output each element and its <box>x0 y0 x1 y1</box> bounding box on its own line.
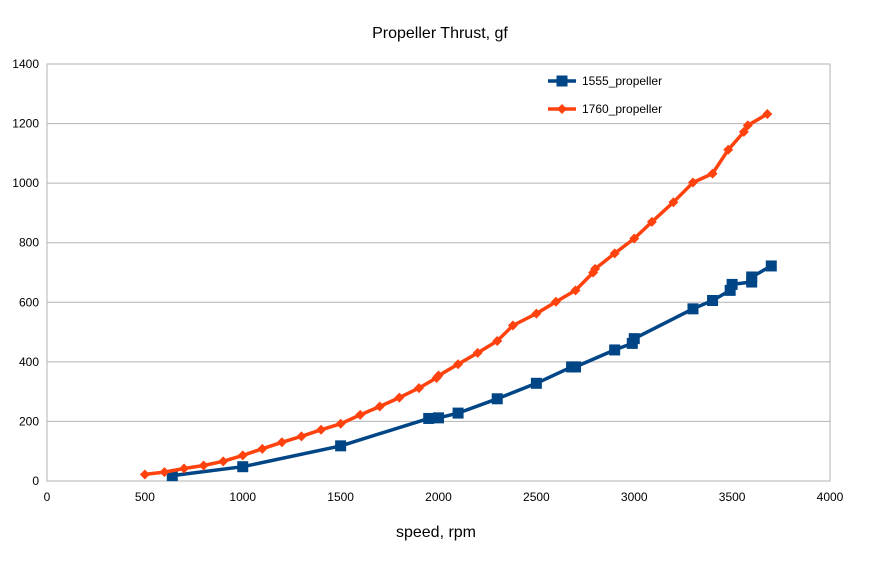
data-point <box>159 467 170 478</box>
data-point <box>492 336 503 347</box>
legend-label: 1760_propeller <box>582 102 662 116</box>
legend-marker <box>557 104 567 114</box>
data-point <box>237 450 248 461</box>
legend-item: 1555_propeller <box>548 74 662 88</box>
x-tick-label: 500 <box>135 490 155 504</box>
x-tick-label: 2500 <box>523 490 550 504</box>
y-tick-label: 800 <box>19 236 39 250</box>
data-point <box>453 359 464 370</box>
series-layer <box>139 109 777 482</box>
x-tick-label: 0 <box>44 490 51 504</box>
x-tick-label: 1500 <box>327 490 354 504</box>
x-tick-label: 3000 <box>621 490 648 504</box>
data-point <box>139 469 150 480</box>
data-point <box>374 401 385 412</box>
data-point <box>707 294 719 306</box>
data-point <box>762 109 773 120</box>
y-tick-label: 1400 <box>12 57 39 71</box>
x-tick-label: 4000 <box>817 490 844 504</box>
data-point <box>590 263 601 274</box>
data-point <box>198 460 209 471</box>
data-point <box>237 461 249 473</box>
data-point <box>394 392 405 403</box>
y-tick-label: 1200 <box>12 117 39 131</box>
series-line <box>144 112 769 477</box>
data-point <box>507 320 518 331</box>
data-point <box>452 407 464 419</box>
data-point <box>433 412 444 424</box>
data-point <box>550 296 561 307</box>
data-point <box>257 443 268 454</box>
plot-area-border <box>46 63 831 482</box>
x-tick-label: 2000 <box>425 490 452 504</box>
data-point <box>472 347 483 358</box>
data-point <box>296 431 307 442</box>
x-axis-tick-labels: 0 500 1000 1500 2000 2500 3000 3500 4000 <box>44 490 844 504</box>
legend: 1555_propeller 1760_propeller <box>548 74 662 116</box>
x-axis-label: speed, rpm <box>396 524 476 541</box>
data-point <box>179 463 190 474</box>
data-point <box>668 197 679 208</box>
data-point <box>628 333 640 345</box>
data-point <box>687 177 698 188</box>
data-point <box>570 285 581 296</box>
data-point <box>707 168 718 179</box>
y-tick-label: 400 <box>19 355 39 369</box>
data-point <box>423 412 435 424</box>
data-point <box>316 424 327 435</box>
data-point <box>724 284 736 296</box>
data-point <box>646 216 657 227</box>
data-point <box>742 120 753 131</box>
x-tick-label: 3500 <box>719 490 746 504</box>
series-1760_propeller <box>139 109 773 480</box>
series-1555_propeller <box>166 260 777 482</box>
data-point <box>413 383 424 394</box>
y-tick-label: 1000 <box>12 176 39 190</box>
y-tick-label: 200 <box>19 414 39 428</box>
data-point <box>609 344 621 356</box>
data-point <box>609 248 620 259</box>
data-point <box>738 126 749 137</box>
x-tick-label: 1000 <box>229 490 256 504</box>
legend-item: 1760_propeller <box>548 102 662 116</box>
data-point <box>335 418 346 429</box>
data-point <box>355 409 366 420</box>
chart-title: Propeller Thrust, gf <box>372 25 508 42</box>
y-tick-label: 600 <box>19 295 39 309</box>
data-point <box>746 271 758 283</box>
y-tick-label: 0 <box>32 474 39 488</box>
grid-lines <box>47 123 830 422</box>
data-point <box>531 308 542 319</box>
data-point <box>218 456 229 467</box>
legend-marker <box>556 75 568 87</box>
data-point <box>765 260 777 272</box>
data-point <box>491 393 503 405</box>
data-point <box>723 144 734 155</box>
data-point <box>726 278 738 290</box>
data-point <box>570 361 582 373</box>
data-point <box>687 303 699 315</box>
data-point <box>433 370 444 381</box>
data-point <box>530 377 542 389</box>
legend-label: 1555_propeller <box>582 74 662 88</box>
data-point <box>276 437 287 448</box>
data-point <box>166 470 178 482</box>
data-point <box>629 233 640 244</box>
data-point <box>335 440 347 452</box>
y-axis-tick-labels: 0 200 400 600 800 1000 1200 1400 <box>12 57 39 488</box>
